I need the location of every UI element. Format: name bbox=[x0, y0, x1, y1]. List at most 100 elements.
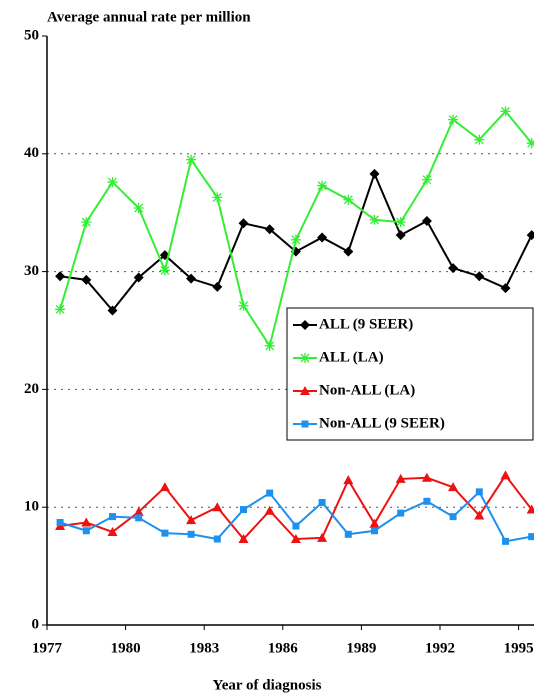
marker bbox=[264, 340, 275, 351]
marker bbox=[318, 498, 326, 506]
marker bbox=[421, 215, 432, 226]
marker bbox=[343, 475, 354, 485]
x-tick-label: 1983 bbox=[189, 640, 219, 656]
marker bbox=[500, 106, 511, 117]
marker bbox=[300, 353, 310, 363]
marker bbox=[343, 246, 354, 257]
marker bbox=[500, 283, 511, 294]
marker bbox=[81, 217, 92, 228]
y-tick-label: 10 bbox=[24, 499, 39, 515]
marker bbox=[238, 218, 249, 229]
marker bbox=[526, 138, 534, 149]
marker bbox=[317, 180, 328, 191]
marker bbox=[159, 482, 170, 492]
marker bbox=[474, 271, 485, 282]
series-line bbox=[59, 490, 532, 543]
marker bbox=[369, 214, 380, 225]
marker bbox=[107, 177, 118, 188]
marker bbox=[395, 217, 406, 228]
marker bbox=[292, 522, 300, 530]
marker bbox=[240, 506, 247, 514]
marker bbox=[369, 518, 380, 528]
marker bbox=[161, 529, 169, 537]
x-tick-label: 1980 bbox=[111, 640, 141, 656]
marker bbox=[300, 386, 310, 395]
legend-label: ALL (LA) bbox=[319, 349, 384, 365]
marker bbox=[290, 534, 301, 544]
legend-label: Non-ALL (9 SEER) bbox=[319, 415, 445, 431]
marker bbox=[474, 134, 485, 145]
marker bbox=[133, 202, 144, 213]
x-axis-label: Year of diagnosis bbox=[213, 677, 322, 693]
legend: ALL (9 SEER) ALL (LA) Non-ALL (LA) Non-ALL … bbox=[286, 307, 534, 441]
marker bbox=[107, 305, 118, 316]
marker bbox=[343, 194, 354, 205]
x-tick-label: 1986 bbox=[268, 640, 299, 656]
marker bbox=[395, 230, 406, 241]
x-tick-label: 1992 bbox=[425, 640, 455, 656]
marker bbox=[212, 192, 223, 203]
marker bbox=[264, 505, 275, 515]
marker bbox=[212, 281, 223, 292]
y-tick-label: 40 bbox=[24, 145, 39, 161]
marker bbox=[186, 273, 197, 284]
marker bbox=[133, 272, 144, 283]
marker bbox=[448, 482, 459, 492]
marker bbox=[81, 274, 92, 285]
marker bbox=[82, 527, 90, 535]
marker bbox=[397, 509, 405, 517]
legend-label: Non-ALL (LA) bbox=[319, 382, 415, 398]
marker bbox=[449, 513, 457, 521]
marker bbox=[421, 472, 432, 482]
marker bbox=[421, 174, 432, 185]
marker bbox=[186, 154, 197, 165]
marker bbox=[448, 263, 459, 274]
marker bbox=[109, 513, 116, 521]
marker bbox=[300, 320, 310, 330]
marker bbox=[55, 271, 66, 282]
y-tick-label: 50 bbox=[24, 27, 39, 43]
marker bbox=[344, 530, 352, 538]
marker bbox=[266, 489, 274, 497]
x-tick-label: 1995 bbox=[504, 640, 534, 656]
marker bbox=[135, 514, 143, 522]
marker bbox=[55, 304, 66, 315]
marker bbox=[81, 517, 92, 527]
marker bbox=[301, 420, 309, 428]
marker bbox=[213, 535, 221, 543]
x-tick-label: 1989 bbox=[346, 640, 376, 656]
marker bbox=[526, 230, 534, 241]
marker bbox=[317, 532, 328, 542]
marker bbox=[238, 534, 249, 544]
marker bbox=[317, 232, 328, 243]
marker bbox=[423, 497, 431, 505]
marker bbox=[212, 502, 223, 512]
chart-title: Average annual rate per million bbox=[47, 9, 251, 25]
y-tick-label: 0 bbox=[32, 616, 40, 632]
marker bbox=[290, 234, 301, 245]
x-tick-label: 1977 bbox=[32, 640, 63, 656]
marker bbox=[474, 510, 485, 520]
marker bbox=[500, 470, 511, 480]
marker bbox=[448, 114, 459, 125]
y-tick-label: 30 bbox=[24, 263, 39, 279]
marker bbox=[238, 300, 249, 311]
marker bbox=[371, 527, 378, 535]
marker bbox=[264, 224, 275, 235]
marker bbox=[133, 506, 144, 516]
legend-box bbox=[286, 307, 534, 441]
marker bbox=[395, 473, 406, 483]
marker bbox=[107, 526, 118, 536]
marker bbox=[475, 488, 483, 496]
marker bbox=[526, 504, 534, 514]
legend-label: ALL (9 SEER) bbox=[319, 316, 413, 332]
y-tick-label: 20 bbox=[24, 381, 39, 397]
marker bbox=[159, 265, 170, 276]
marker bbox=[502, 537, 509, 545]
marker bbox=[56, 519, 64, 527]
marker bbox=[186, 515, 197, 525]
marker bbox=[528, 533, 534, 541]
marker bbox=[187, 530, 195, 538]
marker bbox=[369, 168, 380, 179]
